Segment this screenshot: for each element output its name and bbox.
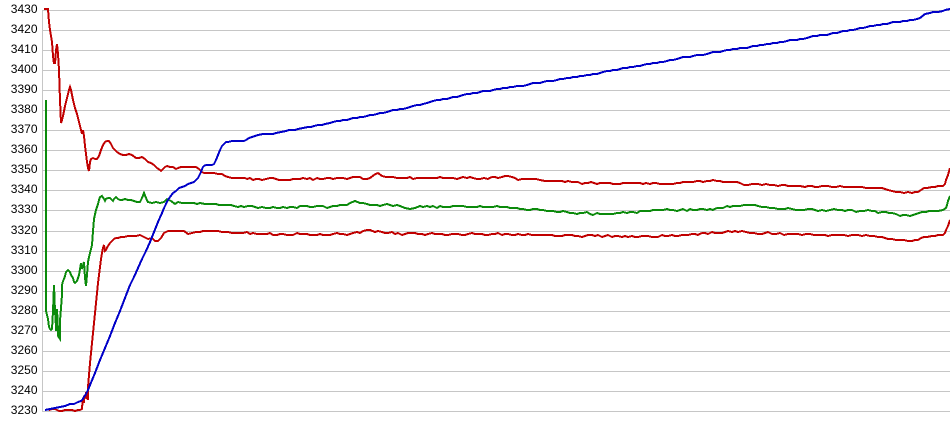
svg-text:3410: 3410 xyxy=(11,42,38,56)
svg-text:3390: 3390 xyxy=(11,82,38,96)
svg-text:3370: 3370 xyxy=(11,122,38,136)
svg-text:3230: 3230 xyxy=(11,403,38,417)
svg-text:3260: 3260 xyxy=(11,343,38,357)
svg-text:3330: 3330 xyxy=(11,202,38,216)
svg-text:3430: 3430 xyxy=(11,2,38,16)
svg-text:3280: 3280 xyxy=(11,303,38,317)
svg-text:3310: 3310 xyxy=(11,243,38,257)
svg-text:3360: 3360 xyxy=(11,142,38,156)
svg-text:3270: 3270 xyxy=(11,323,38,337)
svg-text:3290: 3290 xyxy=(11,283,38,297)
svg-text:3350: 3350 xyxy=(11,162,38,176)
svg-text:3420: 3420 xyxy=(11,22,38,36)
svg-text:3250: 3250 xyxy=(11,363,38,377)
svg-text:3240: 3240 xyxy=(11,383,38,397)
svg-text:3400: 3400 xyxy=(11,62,38,76)
svg-text:3320: 3320 xyxy=(11,223,38,237)
svg-text:3300: 3300 xyxy=(11,263,38,277)
svg-text:3340: 3340 xyxy=(11,182,38,196)
svg-text:3380: 3380 xyxy=(11,102,38,116)
